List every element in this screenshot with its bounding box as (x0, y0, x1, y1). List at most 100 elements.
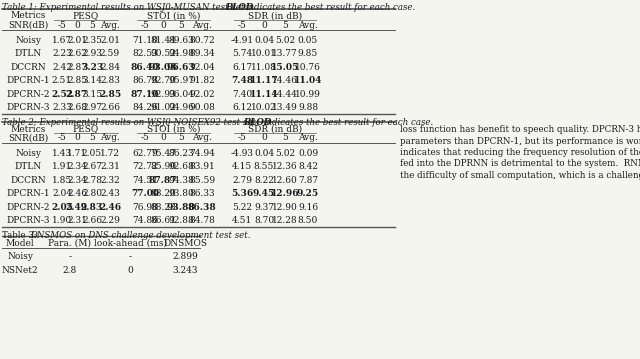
Text: 2.87: 2.87 (66, 90, 88, 99)
Text: 89.34: 89.34 (189, 49, 215, 58)
Text: 6.12: 6.12 (232, 103, 252, 112)
Text: 94.96: 94.96 (168, 103, 194, 112)
Text: SDR (in dB): SDR (in dB) (248, 11, 302, 20)
Text: 2.04: 2.04 (52, 189, 72, 198)
Text: -4.93: -4.93 (230, 149, 253, 158)
Text: indicates that reducing the frequency resolution of the featu: indicates that reducing the frequency re… (400, 148, 640, 157)
Text: 86.40: 86.40 (131, 62, 159, 72)
Text: 0: 0 (160, 20, 166, 29)
Text: DPCRN-3: DPCRN-3 (6, 216, 50, 225)
Text: 2.01: 2.01 (67, 36, 87, 45)
Text: 0.05: 0.05 (298, 36, 318, 45)
Text: 2.43: 2.43 (100, 189, 120, 198)
Text: 5: 5 (89, 134, 95, 143)
Text: Avg.: Avg. (100, 20, 120, 29)
Text: 92.04: 92.04 (189, 62, 215, 72)
Text: DNSMOS: DNSMOS (163, 238, 207, 247)
Text: 4.51: 4.51 (232, 216, 252, 225)
Text: 87.87: 87.87 (148, 176, 177, 185)
Text: 82.53: 82.53 (132, 49, 158, 58)
Text: 87.10: 87.10 (131, 90, 159, 99)
Text: 86.23: 86.23 (168, 149, 194, 158)
Text: Noisy: Noisy (7, 252, 33, 261)
Text: Model: Model (6, 238, 35, 247)
Text: fed into the DPRNN is detrimental to the system.  RNN fac: fed into the DPRNN is detrimental to the… (400, 159, 640, 168)
Text: 12.96: 12.96 (271, 189, 300, 198)
Text: STOI (in %): STOI (in %) (147, 125, 200, 134)
Text: 5.02: 5.02 (275, 36, 295, 45)
Text: 90.08: 90.08 (189, 103, 215, 112)
Text: -4.91: -4.91 (230, 36, 253, 45)
Text: 96.04: 96.04 (168, 90, 194, 99)
Text: BLOD: BLOD (243, 118, 271, 127)
Text: 92.02: 92.02 (189, 90, 215, 99)
Text: 92.88: 92.88 (168, 216, 194, 225)
Text: 2.87: 2.87 (67, 62, 87, 72)
Text: 89.63: 89.63 (168, 36, 194, 45)
Text: -5: -5 (141, 20, 149, 29)
Text: -5: -5 (141, 134, 149, 143)
Text: 2.59: 2.59 (100, 49, 120, 58)
Text: 13.49: 13.49 (272, 103, 298, 112)
Text: 88.28: 88.28 (150, 202, 176, 211)
Text: 80.72: 80.72 (189, 36, 215, 45)
Text: Table 1: Experimental results on WSJ0-MUSAN test set.: Table 1: Experimental results on WSJ0-MU… (2, 3, 250, 12)
Text: 2.31: 2.31 (100, 162, 120, 171)
Text: DPCRN-1: DPCRN-1 (6, 189, 50, 198)
Text: SNR(dB): SNR(dB) (8, 134, 48, 143)
Text: -: - (129, 252, 131, 261)
Text: 85.59: 85.59 (189, 176, 215, 185)
Text: 83.91: 83.91 (189, 162, 215, 171)
Text: 5: 5 (178, 20, 184, 29)
Text: 2.01: 2.01 (100, 36, 120, 45)
Text: 2.34: 2.34 (67, 176, 87, 185)
Text: PESQ: PESQ (73, 11, 99, 20)
Text: 96.63: 96.63 (166, 62, 195, 72)
Text: 86.33: 86.33 (189, 189, 215, 198)
Text: indicates the best result for each case.: indicates the best result for each case. (261, 118, 433, 127)
Text: 2.899: 2.899 (172, 252, 198, 261)
Text: Avg.: Avg. (298, 20, 318, 29)
Text: 9.45: 9.45 (253, 189, 275, 198)
Text: Table 2: Experimental results on WSJ0-NOISEX92 test set.: Table 2: Experimental results on WSJ0-NO… (2, 118, 261, 127)
Text: 2.80: 2.80 (82, 189, 102, 198)
Text: 10.01: 10.01 (251, 49, 277, 58)
Text: SDR (in dB): SDR (in dB) (248, 125, 302, 134)
Text: 2.62: 2.62 (67, 49, 87, 58)
Text: 2.05: 2.05 (82, 149, 102, 158)
Text: look-ahead (ms): look-ahead (ms) (93, 238, 166, 247)
Text: STOI (in %): STOI (in %) (147, 11, 200, 20)
Text: 77.00: 77.00 (131, 189, 159, 198)
Text: DTLN: DTLN (15, 162, 42, 171)
Text: 1.90: 1.90 (52, 216, 72, 225)
Text: 2.34: 2.34 (67, 162, 87, 171)
Text: 85.90: 85.90 (150, 162, 176, 171)
Text: 74.51: 74.51 (132, 176, 158, 185)
Text: 2.46: 2.46 (99, 202, 121, 211)
Text: 2.78: 2.78 (82, 176, 102, 185)
Text: 84.26: 84.26 (132, 103, 158, 112)
Text: 0.04: 0.04 (254, 36, 274, 45)
Text: DPCRN-2: DPCRN-2 (6, 202, 50, 211)
Text: 15.05: 15.05 (271, 62, 299, 72)
Text: 9.25: 9.25 (297, 189, 319, 198)
Text: Avg.: Avg. (100, 134, 120, 143)
Text: 74.94: 74.94 (189, 149, 215, 158)
Text: 5.22: 5.22 (232, 202, 252, 211)
Text: 2.51: 2.51 (52, 76, 72, 85)
Text: Noisy: Noisy (15, 36, 41, 45)
Text: 5.36: 5.36 (231, 189, 253, 198)
Text: 3.15: 3.15 (82, 90, 102, 99)
Text: 2.52: 2.52 (51, 90, 73, 99)
Text: 2.85: 2.85 (67, 76, 87, 85)
Text: 2.8: 2.8 (63, 266, 77, 275)
Text: 12.90: 12.90 (272, 202, 298, 211)
Text: -5: -5 (237, 134, 246, 143)
Text: 8.55: 8.55 (254, 162, 274, 171)
Text: 2.97: 2.97 (82, 103, 102, 112)
Text: -: - (68, 252, 72, 261)
Text: 2.49: 2.49 (66, 202, 88, 211)
Text: 12.36: 12.36 (272, 162, 298, 171)
Text: -5: -5 (58, 20, 67, 29)
Text: DCCRN: DCCRN (10, 176, 46, 185)
